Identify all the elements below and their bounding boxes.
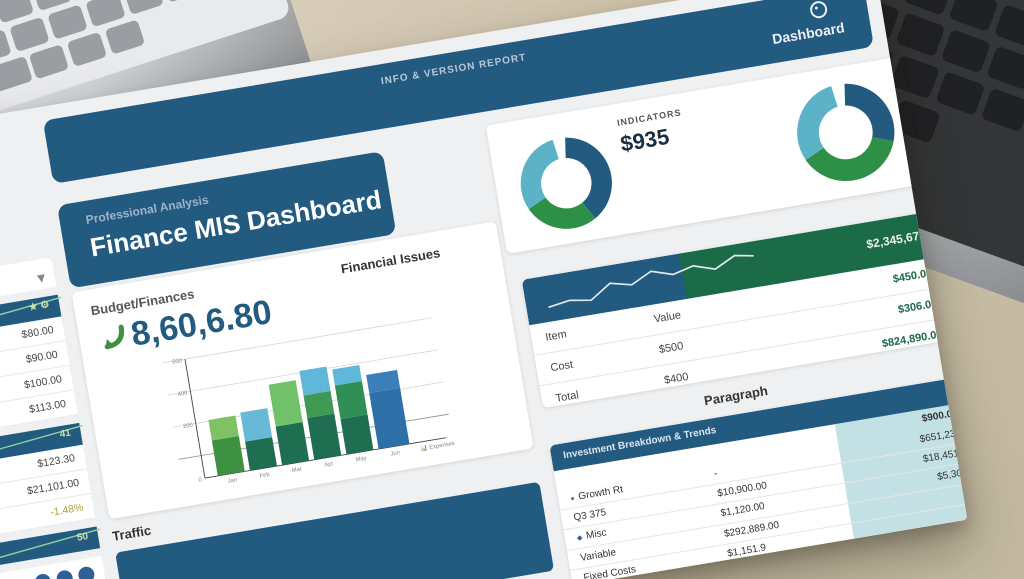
svg-text:600: 600	[172, 358, 183, 366]
svg-text:May: May	[355, 456, 367, 464]
svg-text:Apr: Apr	[324, 461, 334, 468]
svg-text:Jun: Jun	[390, 450, 400, 457]
svg-text:0: 0	[198, 477, 203, 484]
svg-text:400: 400	[177, 390, 188, 398]
svg-text:Feb: Feb	[259, 472, 271, 480]
svg-text:Jan: Jan	[227, 477, 237, 484]
svg-text:200: 200	[183, 422, 194, 430]
svg-text:Mar: Mar	[291, 466, 302, 474]
